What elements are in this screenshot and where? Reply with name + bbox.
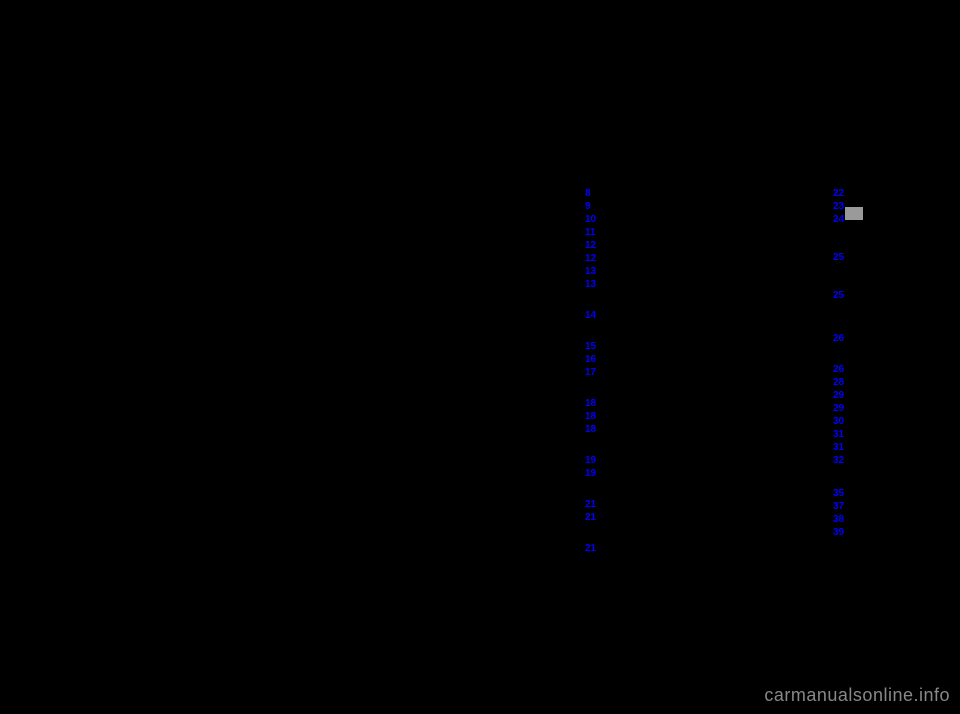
index-column-1: 89101112121313141516171818181919212121 <box>585 187 605 555</box>
index-column-2: 222324252526262829293031313235373839 <box>833 187 853 539</box>
page-index-link[interactable]: 19 <box>585 454 605 467</box>
page-index-link[interactable]: 25 <box>833 251 853 264</box>
page-index-link[interactable]: 29 <box>833 402 853 415</box>
page-index-link[interactable]: 26 <box>833 363 853 376</box>
page-index-link[interactable]: 22 <box>833 187 853 200</box>
page-marker <box>845 207 863 220</box>
page-index-link[interactable]: 15 <box>585 340 605 353</box>
page-index-link[interactable]: 26 <box>833 332 853 345</box>
page-index-link[interactable]: 39 <box>833 526 853 539</box>
page-index-link[interactable]: 30 <box>833 415 853 428</box>
page-index-link[interactable]: 35 <box>833 487 853 500</box>
page-index-link[interactable]: 13 <box>585 265 605 278</box>
spacer <box>585 291 605 309</box>
watermark-text: carmanualsonline.info <box>764 685 950 706</box>
page-index-link[interactable]: 29 <box>833 389 853 402</box>
page-index-link[interactable]: 12 <box>585 239 605 252</box>
page-index-link[interactable]: 18 <box>585 410 605 423</box>
page-index-link[interactable]: 13 <box>585 278 605 291</box>
page-index-link[interactable]: 16 <box>585 353 605 366</box>
spacer <box>833 264 853 289</box>
page-index-link[interactable]: 31 <box>833 441 853 454</box>
page-index-link[interactable]: 9 <box>585 200 605 213</box>
page-index-link[interactable]: 18 <box>585 397 605 410</box>
page-index-link[interactable]: 18 <box>585 423 605 436</box>
spacer <box>585 480 605 498</box>
page-index-link[interactable]: 21 <box>585 511 605 524</box>
page-index-link[interactable]: 14 <box>585 309 605 322</box>
page-index-link[interactable]: 12 <box>585 252 605 265</box>
page-index-link[interactable]: 28 <box>833 376 853 389</box>
spacer <box>585 524 605 542</box>
spacer <box>585 436 605 454</box>
page-index-link[interactable]: 8 <box>585 187 605 200</box>
page-index-link[interactable]: 10 <box>585 213 605 226</box>
page-index-link[interactable]: 32 <box>833 454 853 467</box>
spacer <box>585 379 605 397</box>
page-index-link[interactable]: 38 <box>833 513 853 526</box>
page-index-link[interactable]: 19 <box>585 467 605 480</box>
page-index-link[interactable]: 37 <box>833 500 853 513</box>
page-index-link[interactable]: 21 <box>585 542 605 555</box>
spacer <box>833 302 853 332</box>
spacer <box>833 467 853 487</box>
page-index-link[interactable]: 25 <box>833 289 853 302</box>
spacer <box>585 322 605 340</box>
page-index-link[interactable]: 31 <box>833 428 853 441</box>
page-index-link[interactable]: 17 <box>585 366 605 379</box>
spacer <box>833 345 853 363</box>
spacer <box>833 226 853 251</box>
page-index-link[interactable]: 11 <box>585 226 605 239</box>
page-index-link[interactable]: 21 <box>585 498 605 511</box>
